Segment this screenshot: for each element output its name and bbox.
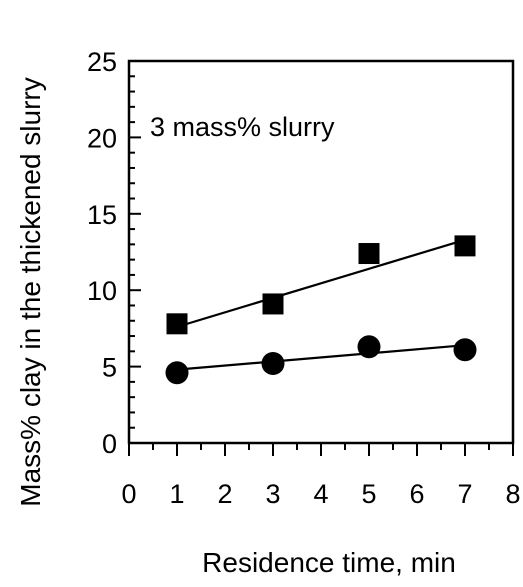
x-tick-label: 6	[409, 479, 424, 509]
circle-marker	[357, 335, 381, 359]
circle-marker	[453, 338, 477, 362]
chart-annotation: 3 mass% slurry	[150, 112, 335, 142]
x-tick-label: 3	[265, 479, 280, 509]
y-tick-label: 20	[87, 123, 117, 153]
x-tick-labels: 0 1 2 3 4 5 6 7 8	[121, 479, 520, 509]
y-tick-label: 15	[87, 200, 117, 230]
x-tick-label: 7	[457, 479, 472, 509]
x-tick-label: 4	[313, 479, 328, 509]
circle-marker	[261, 352, 285, 376]
fit-lines	[176, 238, 466, 371]
y-tick-labels: 0 5 10 15 20 25	[87, 47, 117, 459]
y-tick-label: 10	[87, 276, 117, 306]
square-marker	[358, 243, 380, 265]
x-axis-title: Residence time, min	[202, 547, 456, 578]
x-tick-label: 1	[169, 479, 184, 509]
square-marker	[454, 235, 476, 257]
y-axis-title: Mass% clay in the thickened slurry	[15, 77, 46, 507]
x-tick-label: 2	[217, 479, 232, 509]
x-tick-label: 5	[361, 479, 376, 509]
x-tick-label: 0	[121, 479, 136, 509]
x-tick-label: 8	[505, 479, 520, 509]
square-marker	[262, 293, 284, 315]
y-tick-label: 5	[102, 353, 117, 383]
plot-frame	[127, 59, 515, 445]
y-tick-label: 0	[102, 429, 117, 459]
square-series-fit-line	[176, 238, 466, 328]
square-marker	[166, 313, 188, 335]
markers	[165, 235, 477, 385]
circle-marker	[165, 361, 189, 385]
circle-series-fit-line	[176, 344, 466, 371]
y-tick-label: 25	[87, 47, 117, 77]
